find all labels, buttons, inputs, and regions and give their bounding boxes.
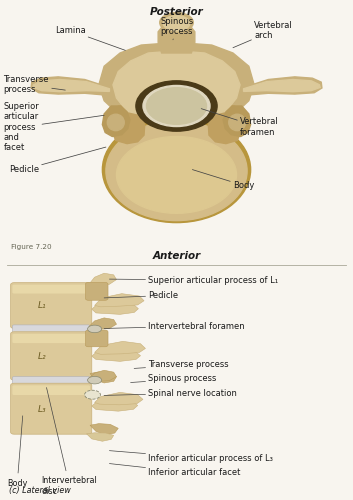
Ellipse shape [143, 86, 210, 126]
Ellipse shape [107, 114, 124, 130]
Text: Lamina: Lamina [55, 26, 125, 50]
Polygon shape [244, 77, 322, 96]
Ellipse shape [102, 116, 251, 222]
Text: Spinous
process: Spinous process [161, 17, 194, 40]
Text: (c) Lateral view: (c) Lateral view [9, 486, 71, 495]
Polygon shape [102, 106, 130, 136]
Text: L₂: L₂ [38, 352, 47, 360]
Text: Vertebral
arch: Vertebral arch [233, 21, 293, 48]
Polygon shape [86, 433, 114, 441]
Polygon shape [111, 106, 145, 144]
Polygon shape [113, 51, 240, 114]
Ellipse shape [136, 81, 217, 131]
Polygon shape [244, 80, 320, 92]
Polygon shape [92, 350, 140, 362]
Text: Pedicle: Pedicle [104, 291, 178, 300]
Polygon shape [95, 342, 145, 354]
Polygon shape [31, 77, 109, 96]
Text: Posterior: Posterior [150, 6, 203, 16]
Ellipse shape [88, 325, 102, 332]
Polygon shape [89, 370, 116, 382]
Text: Spinous process: Spinous process [131, 374, 217, 384]
Text: Transverse process: Transverse process [134, 360, 229, 370]
FancyBboxPatch shape [85, 330, 108, 347]
FancyBboxPatch shape [12, 284, 90, 294]
Polygon shape [95, 294, 144, 307]
Text: Pedicle: Pedicle [9, 147, 106, 174]
Polygon shape [33, 80, 109, 92]
FancyBboxPatch shape [85, 282, 108, 300]
Ellipse shape [160, 12, 193, 32]
Polygon shape [92, 400, 138, 411]
Polygon shape [90, 372, 116, 383]
FancyBboxPatch shape [12, 325, 90, 336]
Text: Superior articular process of L₁: Superior articular process of L₁ [109, 276, 279, 285]
Polygon shape [89, 273, 116, 285]
Text: Inferior articular facet: Inferior articular facet [109, 464, 241, 477]
Polygon shape [208, 106, 242, 144]
Text: Vertebral
foramen: Vertebral foramen [201, 108, 279, 137]
Polygon shape [95, 392, 143, 405]
Ellipse shape [146, 88, 207, 124]
Text: Body: Body [7, 416, 28, 488]
Polygon shape [89, 318, 116, 330]
Ellipse shape [116, 136, 237, 214]
Ellipse shape [229, 114, 246, 130]
Text: L₃: L₃ [38, 404, 47, 413]
Polygon shape [158, 26, 195, 53]
Polygon shape [92, 303, 138, 314]
Ellipse shape [88, 376, 102, 384]
FancyBboxPatch shape [12, 376, 90, 386]
Text: Intervertebral
disc: Intervertebral disc [42, 388, 97, 496]
Text: Spinal nerve location: Spinal nerve location [104, 388, 237, 398]
FancyBboxPatch shape [11, 383, 92, 434]
Text: Intervertebral foramen: Intervertebral foramen [104, 322, 245, 330]
FancyBboxPatch shape [11, 332, 92, 380]
Text: Transverse
process: Transverse process [4, 75, 65, 94]
Polygon shape [223, 106, 251, 136]
Polygon shape [90, 424, 118, 434]
Text: Anterior: Anterior [152, 251, 201, 261]
FancyBboxPatch shape [12, 386, 90, 395]
Polygon shape [99, 42, 254, 118]
FancyBboxPatch shape [12, 334, 90, 343]
Text: Body: Body [192, 170, 255, 190]
FancyBboxPatch shape [11, 282, 92, 329]
Text: Superior
articular
process
and
facet: Superior articular process and facet [4, 102, 104, 152]
Ellipse shape [85, 390, 101, 399]
Text: L₁: L₁ [38, 301, 47, 310]
Ellipse shape [163, 16, 190, 31]
Text: Figure 7.20: Figure 7.20 [11, 244, 51, 250]
Ellipse shape [106, 121, 247, 220]
Text: Inferior articular process of L₃: Inferior articular process of L₃ [109, 450, 273, 464]
